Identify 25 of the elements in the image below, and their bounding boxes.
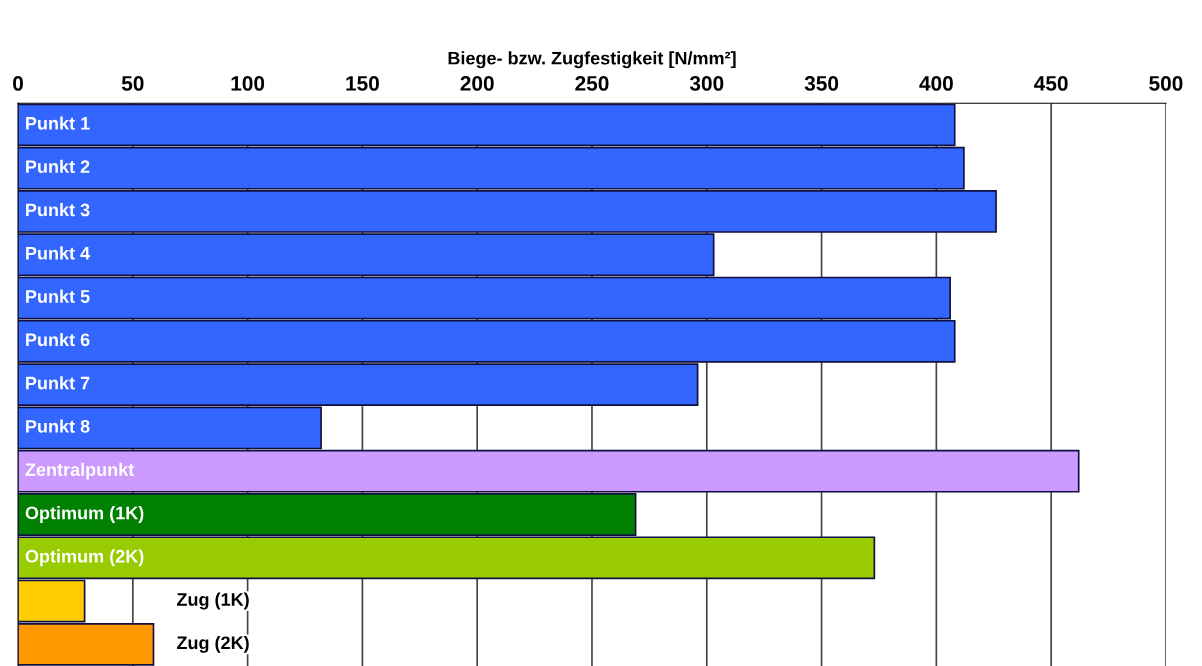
y-tick-label: Punkt 3 <box>26 203 90 217</box>
y-tick-label: Punkt 8 <box>26 419 90 433</box>
x-tick-label: 50 <box>121 76 144 91</box>
y-tick-label: Punkt 4 <box>26 246 91 260</box>
y-tick-label: Punkt 7 <box>26 376 90 390</box>
y-tick-label: Zug (2K) <box>176 635 249 653</box>
x-tick-label: 300 <box>689 76 724 91</box>
x-tick-label: 150 <box>346 76 379 91</box>
x-tick-label: 400 <box>919 76 953 91</box>
x-tick-label: 350 <box>804 76 839 91</box>
y-tick-label: Optimum (2K) <box>25 549 144 567</box>
x-tick-label: 100 <box>231 76 265 91</box>
y-tick-label: Zentralpunkt <box>25 462 135 480</box>
x-tick-label: 0 <box>13 76 23 91</box>
x-tick-label: 500 <box>1149 76 1183 91</box>
y-tick-label: Punkt 5 <box>26 289 90 303</box>
y-tick-label: Optimum (1K) <box>25 506 144 523</box>
x-tick-label: 200 <box>460 76 494 91</box>
x-tick-label: 450 <box>1034 76 1068 91</box>
x-axis-title: Biege- bzw. Zugfestigkeit [N/mm²] <box>448 51 736 69</box>
y-tick-label: Punkt 2 <box>26 159 90 174</box>
y-tick-label: Punkt 1 <box>26 116 90 130</box>
x-tick-label: 250 <box>575 76 609 91</box>
y-tick-label: Zug (1K) <box>176 592 249 610</box>
y-tick-label: Punkt 6 <box>26 332 90 347</box>
